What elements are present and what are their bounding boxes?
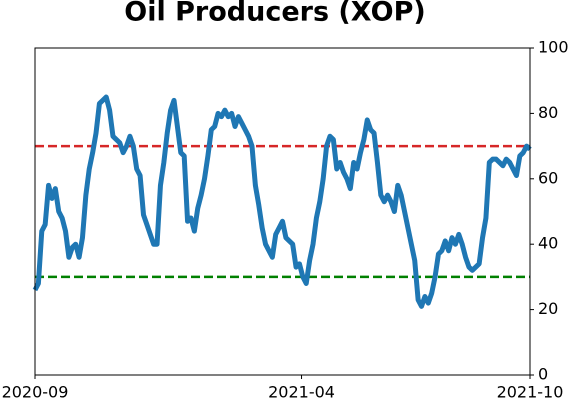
y-tick-label: 0: [538, 365, 548, 384]
chart-title: Oil Producers (XOP): [124, 0, 425, 28]
plot-frame: [34, 47, 531, 376]
y-tick-label: 60: [538, 168, 558, 187]
y-tick-label: 40: [538, 234, 558, 253]
y-tick-label: 20: [538, 299, 558, 318]
x-tick-label: 2021-04: [268, 383, 335, 402]
data-line: [32, 94, 532, 309]
y-tick-label: 100: [538, 38, 569, 57]
y-tick-label: 80: [538, 103, 558, 122]
x-tick-label: 2020-09: [2, 383, 69, 402]
x-tick-label: 2021-10: [497, 383, 564, 402]
